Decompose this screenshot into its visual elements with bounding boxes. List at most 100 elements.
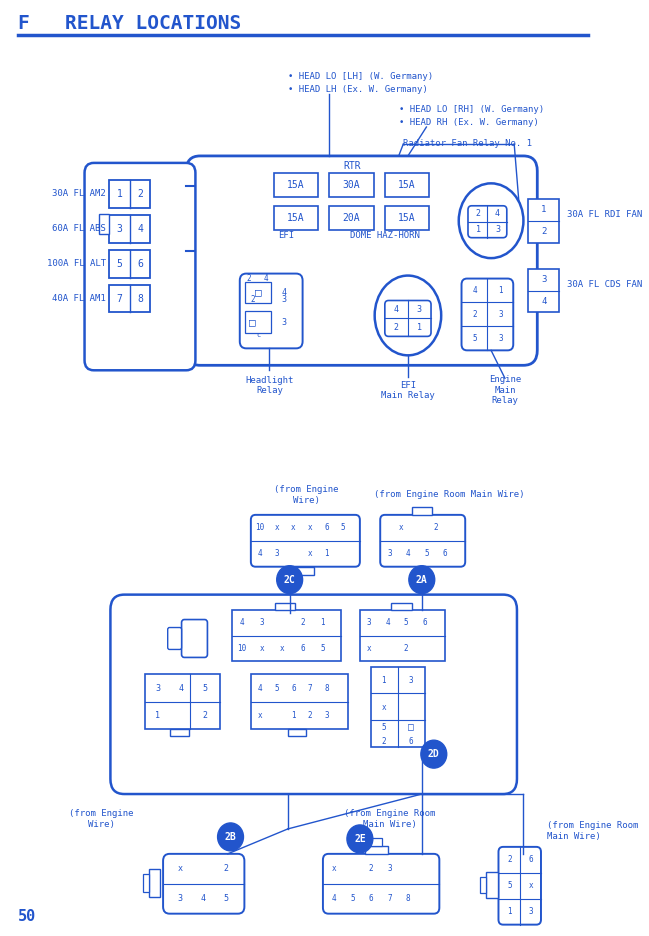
Text: 4: 4: [495, 210, 500, 218]
Bar: [232, 609, 341, 662]
FancyBboxPatch shape: [323, 854, 439, 914]
Text: 2E: 2E: [354, 834, 366, 844]
Text: 3: 3: [282, 318, 287, 327]
Text: 2: 2: [508, 856, 512, 864]
Text: 2: 2: [393, 323, 398, 332]
Text: 1: 1: [321, 618, 325, 627]
Bar: [99, 213, 108, 234]
Text: 3: 3: [387, 549, 392, 558]
FancyBboxPatch shape: [182, 620, 208, 657]
Text: (from Engine
Wire): (from Engine Wire): [274, 485, 339, 505]
Text: 4: 4: [179, 684, 184, 693]
Text: 6: 6: [369, 894, 373, 903]
Bar: [385, 206, 429, 229]
Text: 60A FL ABS: 60A FL ABS: [52, 225, 106, 233]
Text: x: x: [258, 710, 262, 720]
Text: 10: 10: [256, 523, 265, 533]
Bar: [528, 269, 559, 313]
Text: 5: 5: [202, 684, 207, 693]
Text: 3: 3: [498, 310, 502, 319]
Text: x: x: [367, 644, 371, 653]
Text: x: x: [398, 523, 403, 533]
Bar: [485, 871, 498, 898]
Text: 2: 2: [300, 618, 305, 627]
Text: x: x: [177, 864, 182, 873]
Text: 6: 6: [443, 549, 447, 558]
Bar: [365, 846, 387, 854]
Text: 4: 4: [239, 618, 244, 627]
Text: • HEAD LO [RH] (W. Germany): • HEAD LO [RH] (W. Germany): [398, 105, 544, 113]
Text: DOME HAZ-HORN: DOME HAZ-HORN: [350, 231, 420, 241]
Bar: [110, 214, 150, 242]
Circle shape: [347, 825, 373, 853]
Text: 4: 4: [201, 894, 205, 903]
Bar: [371, 667, 424, 747]
Bar: [391, 603, 411, 609]
Text: (from Engine Room Main Wire): (from Engine Room Main Wire): [374, 490, 525, 500]
Text: 4: 4: [258, 684, 262, 693]
Text: 1: 1: [117, 189, 123, 198]
FancyBboxPatch shape: [385, 300, 431, 336]
Text: Headlight
Relay: Headlight Relay: [245, 375, 293, 395]
Bar: [330, 173, 374, 197]
Text: 3: 3: [367, 618, 371, 627]
Text: 6: 6: [324, 523, 329, 533]
Text: x: x: [291, 523, 296, 533]
Bar: [369, 838, 382, 846]
Circle shape: [409, 565, 435, 593]
Text: 100A FL ALT: 100A FL ALT: [47, 259, 106, 268]
Text: 3: 3: [324, 710, 329, 720]
Text: 5: 5: [321, 644, 325, 653]
Text: RTR: RTR: [344, 161, 361, 171]
Text: 2: 2: [308, 710, 312, 720]
Text: 4: 4: [393, 305, 398, 314]
Bar: [274, 173, 318, 197]
Text: 7: 7: [387, 894, 392, 903]
Text: 3: 3: [117, 224, 123, 234]
Text: 3: 3: [498, 334, 502, 343]
Text: 4: 4: [386, 618, 390, 627]
Bar: [274, 206, 318, 229]
Text: 3: 3: [528, 907, 533, 916]
Text: • HEAD RH (Ex. W. Germany): • HEAD RH (Ex. W. Germany): [398, 118, 539, 126]
Circle shape: [421, 740, 447, 768]
Bar: [149, 869, 160, 897]
Text: 2B: 2B: [225, 832, 236, 841]
Text: 2: 2: [137, 189, 143, 198]
Bar: [411, 507, 432, 515]
Text: (from Engine
Wire): (from Engine Wire): [69, 810, 134, 828]
FancyBboxPatch shape: [239, 273, 302, 348]
Text: 2D: 2D: [428, 749, 439, 759]
Bar: [480, 877, 485, 893]
Bar: [275, 603, 295, 609]
Text: 7: 7: [117, 294, 123, 303]
FancyBboxPatch shape: [84, 163, 195, 371]
Text: □: □: [408, 723, 413, 732]
Text: 1: 1: [291, 710, 296, 720]
Text: x: x: [332, 864, 336, 873]
Bar: [110, 285, 150, 313]
Text: 2C: 2C: [284, 575, 295, 585]
Text: 3: 3: [260, 618, 264, 627]
Text: 2: 2: [382, 737, 386, 746]
Text: 7: 7: [308, 684, 312, 693]
Text: 30A FL CDS FAN: 30A FL CDS FAN: [567, 280, 642, 289]
Text: (from Engine Room
Main Wire): (from Engine Room Main Wire): [546, 821, 638, 841]
Text: 2A: 2A: [416, 575, 428, 585]
Text: 5: 5: [341, 523, 345, 533]
Text: 1: 1: [155, 710, 160, 720]
Text: □: □: [255, 287, 262, 298]
Text: 2: 2: [202, 710, 207, 720]
Text: 2: 2: [369, 864, 373, 873]
Text: 1: 1: [417, 323, 421, 332]
Text: x: x: [528, 882, 533, 890]
Text: 8: 8: [137, 294, 143, 303]
Text: 4: 4: [332, 894, 336, 903]
Bar: [145, 674, 221, 729]
Text: 3: 3: [177, 894, 182, 903]
Text: 15A: 15A: [288, 212, 305, 223]
Text: □: □: [249, 317, 256, 328]
Text: 2: 2: [541, 227, 546, 236]
Text: 8: 8: [324, 684, 329, 693]
Text: 4: 4: [541, 297, 546, 306]
